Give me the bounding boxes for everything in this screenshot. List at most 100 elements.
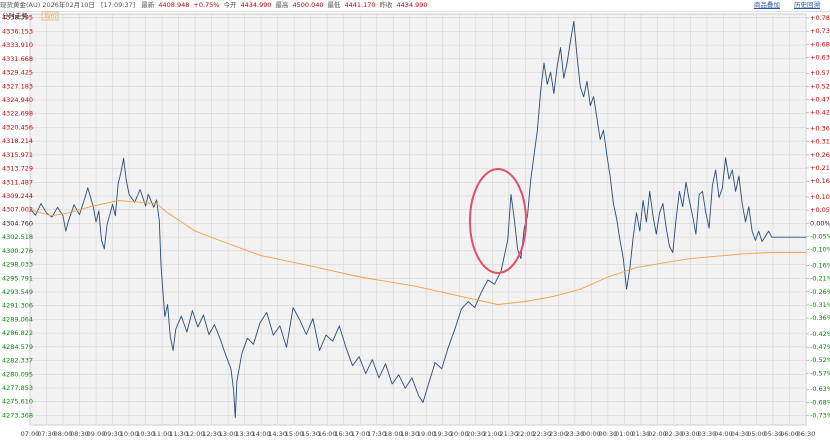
x-tick-label: 05:30 xyxy=(764,430,783,438)
y2-tick-label: -0.05% xyxy=(810,232,830,240)
y-tick-label: 4307.002 xyxy=(2,206,33,214)
y-tick-label: 4300.276 xyxy=(2,247,33,255)
x-tick-label: 17:00 xyxy=(351,430,370,438)
y-tick-label: 4324.940 xyxy=(2,96,33,104)
x-tick-label: 00:00 xyxy=(582,430,601,438)
x-tick-label: 17:30 xyxy=(367,430,386,438)
y2-tick-label: 0.00% xyxy=(810,219,830,227)
y-tick-label: 4289.064 xyxy=(2,315,33,323)
x-tick-label: 03:00 xyxy=(681,430,700,438)
field-label: 最新 xyxy=(141,1,155,9)
y-tick-label: 4295.791 xyxy=(2,274,33,282)
y-tick-label: 4286.822 xyxy=(2,329,33,337)
y2-tick-label: +0.16% xyxy=(810,177,830,185)
y2-tick-label: +0.68% xyxy=(810,40,830,48)
x-tick-label: 21:30 xyxy=(499,430,518,438)
field-label: +0.75% xyxy=(193,1,220,9)
x-tick-label: 08:30 xyxy=(70,430,89,438)
x-tick-label: 20:30 xyxy=(466,430,485,438)
plot-area xyxy=(29,13,807,426)
x-tick-label: 12:00 xyxy=(186,430,205,438)
field-label: 最高 xyxy=(275,1,289,9)
y2-tick-label: -0.42% xyxy=(810,330,830,338)
x-tick-label: 16:00 xyxy=(318,430,337,438)
y2-tick-label: +0.57% xyxy=(810,69,830,77)
y-tick-label: 4291.306 xyxy=(2,302,33,310)
y2-tick-label: +0.05% xyxy=(810,206,830,214)
y-tick-label: 4320.456 xyxy=(2,123,33,131)
x-tick-label: 22:30 xyxy=(532,430,551,438)
y-tick-label: 4311.487 xyxy=(2,178,33,186)
x-tick-label: 18:00 xyxy=(384,430,403,438)
history-button[interactable]: 历史回溯 xyxy=(794,1,820,9)
y2-tick-label: +0.31% xyxy=(810,138,830,146)
legend-label: 分时走势 xyxy=(2,11,29,20)
field-label: 昨收 xyxy=(379,1,393,9)
x-tick-label: 22:00 xyxy=(516,430,535,438)
y-tick-label: 4336.153 xyxy=(2,27,33,35)
x-tick-label: 06:00 xyxy=(780,430,799,438)
y2-tick-label: -0.21% xyxy=(810,275,830,283)
x-tick-label: 02:00 xyxy=(648,430,667,438)
y2-tick-label: +0.73% xyxy=(810,27,830,35)
x-tick-label: 10:00 xyxy=(120,430,139,438)
y-tick-label: 4282.337 xyxy=(2,357,33,365)
x-tick-label: 02:30 xyxy=(665,430,684,438)
y2-tick-label: -0.68% xyxy=(810,398,830,406)
y-tick-label: 4293.549 xyxy=(2,288,33,296)
y2-tick-label: -0.16% xyxy=(810,261,830,269)
field-value: 4500.040 xyxy=(292,1,324,9)
x-tick-label: 15:00 xyxy=(285,430,304,438)
y-tick-label: 4284.579 xyxy=(2,343,33,351)
overlay-button[interactable]: 商品叠加 xyxy=(753,1,780,9)
y-tick-label: 4333.910 xyxy=(2,41,33,49)
x-tick-label: 15:30 xyxy=(301,430,320,438)
y-tick-label: 4275.610 xyxy=(2,398,33,406)
x-tick-label: 14:30 xyxy=(268,430,287,438)
field-value: 4441.170 xyxy=(344,1,376,9)
legend-label: 均价 xyxy=(44,11,58,20)
y-tick-label: 4302.518 xyxy=(2,233,33,241)
y2-tick-label: -0.36% xyxy=(810,314,830,322)
y2-tick-label: -0.31% xyxy=(810,301,830,309)
x-tick-label: 16:30 xyxy=(334,430,353,438)
y-tick-label: 4280.095 xyxy=(2,370,33,378)
x-tick-label: 05:00 xyxy=(747,430,766,438)
x-tick-label: 09:30 xyxy=(103,430,122,438)
y2-tick-label: -0.63% xyxy=(810,385,830,393)
x-tick-label: 12:30 xyxy=(202,430,221,438)
x-tick-label: 04:30 xyxy=(731,430,750,438)
x-tick-label: 20:00 xyxy=(450,430,469,438)
x-tick-label: 03:30 xyxy=(698,430,717,438)
header-fields: 最新 4408.948 +0.75% 今开 4434.990 最高 4500.040 最低 44… xyxy=(141,1,431,9)
x-tick-label: 21:00 xyxy=(483,430,502,438)
x-tick-label: 18:30 xyxy=(400,430,419,438)
y-tick-label: 4273.368 xyxy=(2,411,33,419)
y-tick-label: 4338.395 xyxy=(2,14,33,22)
y2-tick-label: +0.47% xyxy=(810,96,830,104)
y-tick-label: 4304.760 xyxy=(2,219,33,227)
x-tick-label: 13:30 xyxy=(235,430,254,438)
y-tick-label: 4277.853 xyxy=(2,384,33,392)
y-tick-label: 4329.425 xyxy=(2,69,33,77)
y-tick-label: 4318.214 xyxy=(2,137,33,145)
y2-tick-label: -0.52% xyxy=(810,356,830,364)
y2-tick-label: +0.78% xyxy=(810,14,830,22)
y-tick-label: 4331.668 xyxy=(2,55,33,63)
x-tick-label: 09:00 xyxy=(87,430,106,438)
header: 现货黄金(AU) 2026年02月10日 [17:09:37] 最新 4408.9… xyxy=(0,0,830,12)
x-tick-label: 01:00 xyxy=(615,430,634,438)
x-tick-label: 00:30 xyxy=(599,430,618,438)
x-tick-label: 08:00 xyxy=(54,430,73,438)
field-label: 最低 xyxy=(327,1,341,9)
y2-tick-label: +0.42% xyxy=(810,109,830,117)
y-tick-label: 4313.729 xyxy=(2,165,33,173)
y2-tick-label: +0.21% xyxy=(810,164,830,172)
y2-tick-label: -0.26% xyxy=(810,288,830,296)
field-label: 今开 xyxy=(223,1,237,9)
y2-tick-label: -0.73% xyxy=(810,412,830,420)
y-tick-label: 4327.183 xyxy=(2,82,33,90)
y-tick-label: 4315.971 xyxy=(2,151,33,159)
